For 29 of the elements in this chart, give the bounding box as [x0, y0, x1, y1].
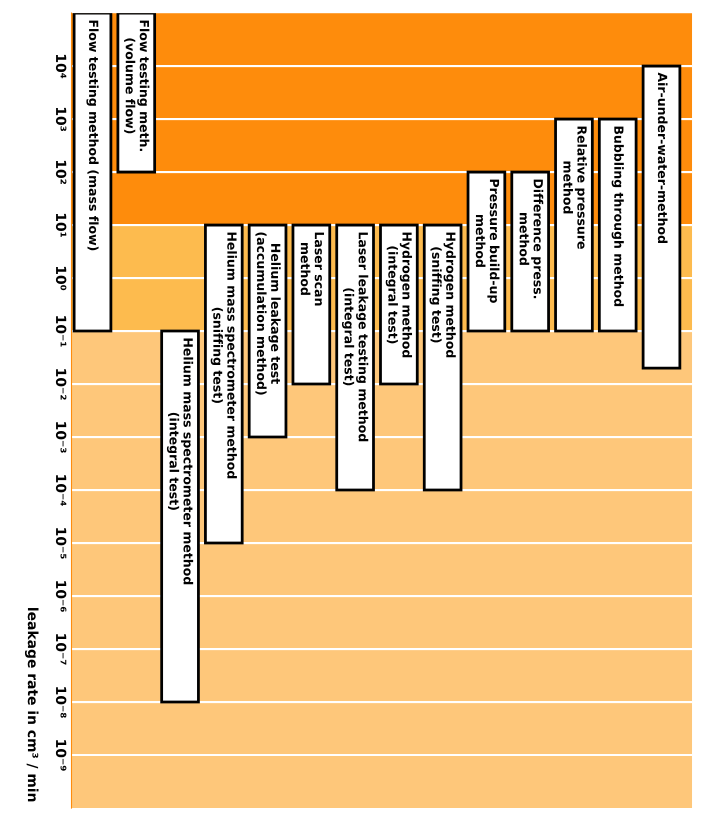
y-tick-label: 10⁻¹: [56, 316, 66, 347]
y-tick-label: 10³: [56, 108, 66, 132]
y-tick-label: 10⁻²: [56, 369, 66, 400]
x-tick-label: Laser scan method: [300, 232, 324, 306]
y-tick-label: 10¹: [56, 214, 66, 237]
x-tick-label: Hydrogen method (integral test): [386, 232, 412, 358]
y-tick-label: 10⁻⁵: [56, 528, 66, 559]
y-tick-label: 10⁻³: [56, 422, 66, 453]
y-tick-label: 10⁻⁴: [56, 475, 66, 506]
x-tick-label: Laser leakage testing method (integral test): [342, 232, 368, 442]
x-tick-label: Flow testing meth. (volume flow): [124, 20, 150, 151]
x-tick-label: Helium mass spectrometer method (sniffing test): [210, 232, 237, 478]
x-tick-label: Difference press. method: [520, 180, 544, 298]
x-tick-label: Pressure build-up method: [476, 180, 500, 303]
y-tick-label: 10⁻⁷: [56, 634, 66, 665]
y-tick-label: 10⁻⁸: [56, 687, 66, 718]
y-tick-label: 10⁻⁶: [56, 581, 66, 612]
y-tick-label: 10⁻⁹: [56, 740, 66, 771]
y-tick-label: 10²: [56, 160, 66, 184]
y-tick-label: 10⁴: [56, 54, 66, 78]
x-tick-label: Relative pressure method: [563, 126, 587, 249]
y-tick-label: 10⁰: [56, 266, 66, 290]
x-tick-label: Helium mass spectrometer method (integral test): [166, 338, 194, 584]
x-tick-label: Air-under-water-method: [658, 72, 668, 243]
x-tick-label: Bubbling through method: [612, 126, 624, 306]
y-axis-title: leakage rate in cm³ / min: [24, 608, 39, 802]
x-tick-label: Hydrogen method (sniffing test): [430, 232, 456, 358]
x-tick-label: Helium leakage test (accumulation method): [255, 232, 281, 395]
x-tick-label: Flow testing method (mass flow): [86, 20, 99, 250]
